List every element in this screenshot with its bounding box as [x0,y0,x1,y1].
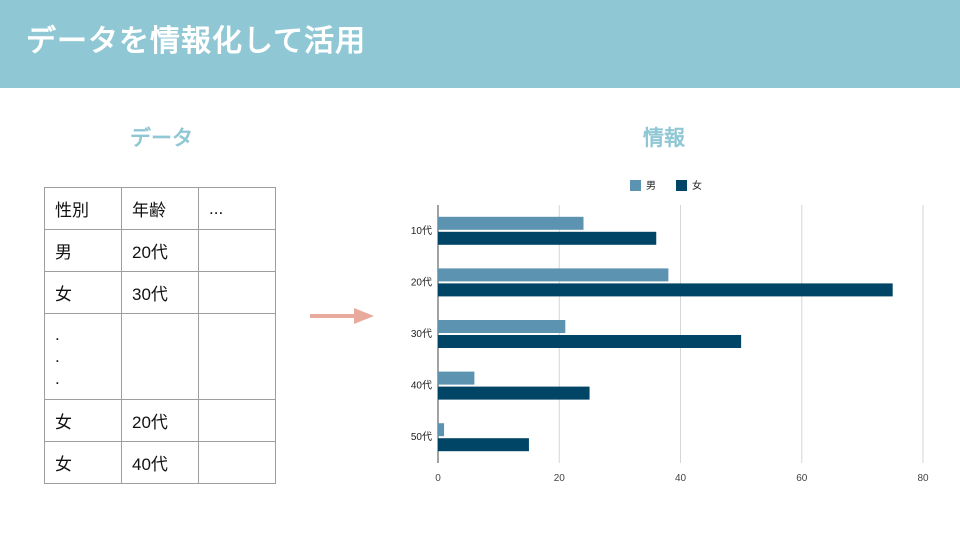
table-row: 女 40代 [44,441,276,484]
bar-female [438,283,893,297]
vertical-ellipsis: . . . [55,324,121,388]
bar-chart: 0 20 40 60 8010代20代30代40代50代 男女 [411,179,929,484]
x-tick-label: 0 [435,473,441,484]
data-section-label: データ [130,126,193,150]
table-row: 男 20代 [44,229,276,272]
table-row: 女 30代 [44,271,276,314]
bars [438,216,893,452]
y-category-label: 30代 [411,328,432,340]
table-cell [121,313,199,400]
bar-female [438,386,590,400]
x-tick-label: 20 [554,473,566,484]
header-bar: データを情報化して活用 [0,0,960,88]
y-category-label: 50代 [411,431,432,443]
table-cell [198,271,276,314]
table-cell: 男 [44,229,122,272]
legend-label: 男 [646,180,656,192]
grid-lines [437,205,924,463]
info-section-label: 情報 [643,126,685,150]
table-cell: 30代 [121,271,199,314]
bar-female [438,335,742,348]
bar-male [438,423,445,437]
table-cell: 年齢 [121,187,199,230]
y-category-label: 40代 [411,380,432,392]
table-cell: . . . [44,313,122,400]
x-tick-label: 40 [675,473,687,484]
right-arrow-icon [310,308,374,324]
bar-male [438,320,566,333]
table-cell: ... [198,187,276,230]
table-cell: 性別 [44,187,122,230]
bar-male [438,371,475,385]
table-cell [198,229,276,272]
table-cell: 女 [44,271,122,314]
bar-male [438,268,669,282]
table-cell: 女 [44,399,122,442]
bar-male [438,216,584,230]
table-cell [198,441,276,484]
table-cell: 20代 [121,399,199,442]
y-category-label: 20代 [411,276,432,288]
legend: 男女 [630,179,702,192]
table-cell: 40代 [121,441,199,484]
table-row-ellipsis: . . . [44,313,276,400]
x-tick-label: 60 [796,473,808,484]
bar-female [438,438,529,452]
x-tick-label: 80 [917,473,929,484]
table-row: 女 20代 [44,399,276,442]
legend-swatch [676,180,687,191]
table-cell [198,399,276,442]
table-cell [198,313,276,400]
table-header-row: 性別 年齢 ... [44,187,276,230]
table-cell: 女 [44,441,122,484]
y-category-label: 10代 [411,225,432,237]
axis-labels: 0 20 40 60 80 10代 20代 30代 40代 50代 [411,225,929,484]
legend-label: 女 [692,179,702,192]
legend-swatch [630,180,641,191]
bar-female [438,231,657,245]
ellipsis-dot: . [55,346,60,366]
data-table: 性別 年齢 ... 男 20代 女 30代 . . . 女 20代 女 40代 [44,187,276,484]
page-title: データを情報化して活用 [26,24,367,59]
ellipsis-dot: . [55,368,60,388]
ellipsis-dot: . [55,324,60,344]
table-cell: 20代 [121,229,199,272]
